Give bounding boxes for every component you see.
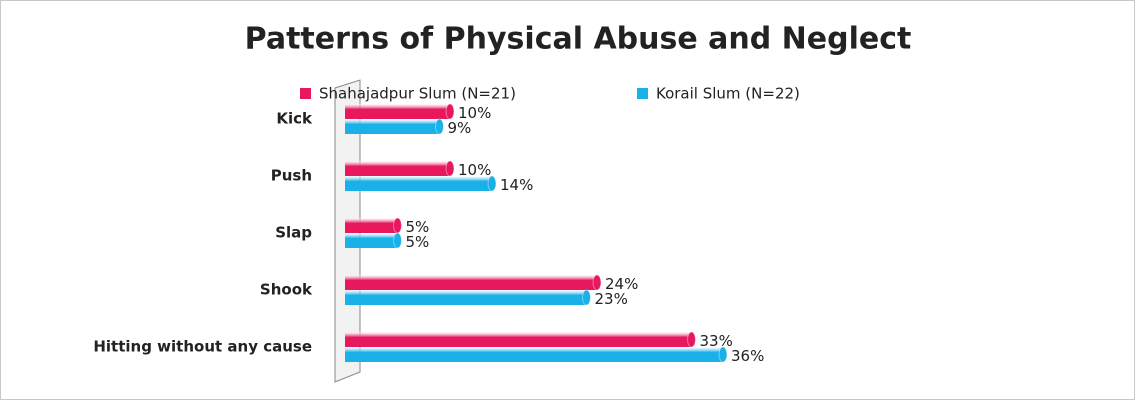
bar	[345, 290, 587, 305]
bar-cap	[445, 103, 455, 120]
bar	[345, 275, 597, 290]
bar-cap	[592, 274, 602, 291]
category-label: Kick	[276, 110, 313, 128]
legend-swatch	[637, 88, 648, 99]
value-label: 23%	[595, 290, 628, 308]
bar	[345, 161, 450, 176]
category-label: Shook	[260, 281, 313, 299]
bar	[345, 119, 440, 134]
category-label: Hitting without any cause	[93, 338, 312, 356]
chart-title: Patterns of Physical Abuse and Neglect	[245, 22, 912, 57]
bar	[345, 104, 450, 119]
value-label: 36%	[731, 347, 764, 365]
value-label: 33%	[700, 332, 733, 350]
bar-cap	[393, 217, 402, 234]
bar-cap	[487, 175, 497, 192]
category-label: Push	[271, 167, 312, 185]
bar-cap	[393, 232, 402, 249]
bar-cap	[435, 118, 444, 135]
legend-label: Shahajadpur Slum (N=21)	[319, 85, 516, 103]
bar	[345, 176, 492, 191]
value-label: 14%	[500, 176, 533, 194]
bar-cap	[582, 289, 591, 306]
bar	[345, 233, 398, 248]
value-label: 10%	[458, 161, 491, 179]
value-label: 5%	[406, 218, 430, 236]
legend-label: Korail Slum (N=22)	[656, 85, 800, 103]
bar	[345, 218, 398, 233]
value-label: 5%	[406, 233, 430, 251]
value-label: 24%	[605, 275, 638, 293]
bar	[345, 332, 692, 347]
bar-cap	[718, 346, 728, 363]
bar-cap	[687, 331, 696, 348]
value-label: 10%	[458, 104, 491, 122]
value-label: 9%	[448, 119, 472, 137]
legend-swatch	[300, 88, 311, 99]
bar-cap	[445, 160, 455, 177]
bar	[345, 347, 723, 362]
category-label: Slap	[275, 224, 312, 242]
